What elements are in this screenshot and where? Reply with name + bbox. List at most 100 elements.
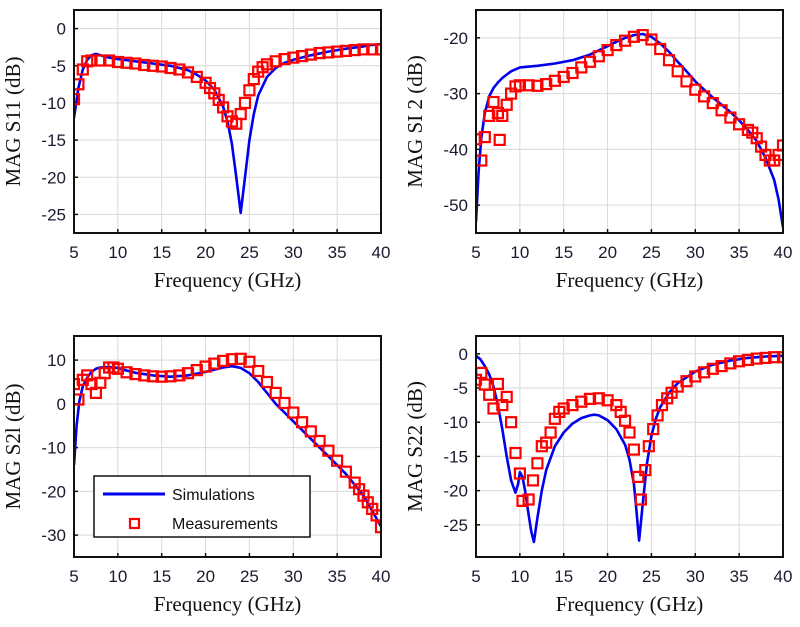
measurement-point — [531, 79, 544, 92]
measurement-point — [199, 360, 212, 373]
simulation-line — [74, 42, 381, 215]
measurement-point — [278, 396, 291, 410]
measurement-point — [208, 357, 221, 370]
x-tick-label: 40 — [372, 567, 391, 586]
plot-area — [74, 42, 381, 215]
y-tick-label: 0 — [57, 395, 66, 414]
measurement-point — [500, 98, 513, 111]
measurement-point — [634, 493, 648, 506]
x-tick-label: 5 — [471, 567, 480, 586]
measurement-point — [260, 58, 274, 71]
measurement-point — [85, 54, 98, 67]
measurement-point — [331, 454, 344, 467]
y-tick-label: -10 — [443, 413, 468, 432]
measurement-point — [478, 131, 491, 144]
measurement-point — [287, 406, 300, 419]
y-tick-label: -30 — [41, 526, 66, 545]
y-tick-label: -25 — [443, 516, 468, 535]
measurement-point — [662, 54, 676, 67]
measurement-point — [575, 395, 588, 408]
measurement-point — [181, 367, 195, 380]
y-tick-label: -20 — [41, 168, 66, 187]
x-tick-label: 40 — [774, 567, 793, 586]
x-tick-label: 15 — [554, 567, 573, 586]
y-tick-label: 0 — [459, 345, 468, 364]
x-tick-label: 15 — [152, 243, 171, 262]
y-tick-label: -20 — [443, 482, 468, 501]
subplot-s11: 5 10 15 20 25 30 35 40 0 -5 -10 -15 -20 -25 Frequency … — [1, 9, 390, 292]
measurement-point — [278, 52, 291, 66]
x-axis-label: Frequency (GHz) — [556, 592, 704, 616]
measurement-point — [526, 474, 540, 487]
x-tick-label: 40 — [774, 243, 793, 262]
measurement-point — [522, 79, 535, 92]
measurement-point — [509, 446, 522, 460]
measurement-point — [491, 377, 504, 390]
measurement-point — [706, 362, 719, 375]
measurement-point — [322, 444, 335, 457]
measurement-point — [173, 63, 186, 76]
subplot-s12: 5 10 15 20 25 30 35 40 -20 -30 -40 -50 Frequency (GH… — [403, 9, 793, 292]
y-tick-label: -20 — [41, 482, 66, 501]
measurement-point — [190, 364, 203, 377]
measurement-point — [339, 465, 352, 478]
x-tick-label: 25 — [240, 243, 259, 262]
measurement-point — [296, 416, 309, 429]
measurement-point — [776, 139, 783, 152]
y-tick-label: -5 — [453, 379, 468, 398]
measurement-point — [155, 370, 168, 383]
measurement-point — [138, 58, 151, 72]
measurement-point — [724, 111, 737, 124]
measurement-point — [627, 30, 641, 43]
measurement-point — [768, 351, 781, 364]
x-tick-label: 25 — [642, 567, 661, 586]
measurement-point — [260, 375, 274, 389]
subplot-s21: 5 10 15 20 25 30 35 40 10 0 -10 -20 -30 Frequency (GH… — [1, 335, 391, 616]
measurement-point — [500, 390, 513, 403]
x-tick-label: 25 — [240, 567, 259, 586]
measurement-point — [697, 90, 711, 103]
measurement-point — [287, 51, 300, 64]
measurement-point — [487, 95, 500, 109]
x-tick-label: 25 — [642, 243, 661, 262]
x-tick-label: 10 — [108, 243, 127, 262]
x-tick-label: 30 — [686, 567, 705, 586]
measurement-point — [304, 425, 317, 438]
plot-area — [476, 351, 783, 544]
measurement-point — [252, 364, 265, 378]
x-tick-label: 35 — [328, 567, 347, 586]
x-tick-label: 20 — [598, 243, 617, 262]
measurement-point — [234, 352, 247, 365]
subplot-s22: 5 10 15 20 25 30 35 40 0 -5 -10 -15 -20 -25 Frequency … — [403, 335, 793, 616]
x-tick-label: 35 — [730, 243, 749, 262]
measurement-point — [155, 60, 168, 73]
measurement-point — [173, 369, 186, 382]
measurement-point — [715, 104, 728, 117]
measurement-point — [639, 464, 652, 477]
measurement-point — [544, 426, 557, 439]
measurement-point — [776, 351, 783, 364]
measurement-point — [759, 351, 772, 364]
measurement-point — [476, 154, 488, 167]
legend-entry-label: Simulations — [172, 487, 255, 504]
y-axis-label: MAG S2l (dB) — [1, 383, 25, 509]
measurement-point — [243, 84, 256, 97]
measurement-point — [680, 75, 693, 88]
measurement-point — [370, 509, 381, 522]
y-tick-label: -20 — [443, 29, 468, 48]
measurement-point — [741, 353, 755, 366]
measurement-point — [111, 362, 125, 375]
measurement-point — [647, 423, 660, 436]
measurement-point — [357, 43, 370, 56]
measurement-point — [374, 521, 381, 534]
measurement-point — [269, 55, 282, 68]
measurement-point — [557, 402, 570, 415]
measurement-point — [138, 369, 151, 382]
measurement-point — [331, 45, 344, 58]
measurement-point — [243, 355, 256, 368]
measurement-point — [522, 493, 535, 506]
x-tick-label: 10 — [108, 567, 127, 586]
y-tick-label: -30 — [443, 85, 468, 104]
measurement-point — [750, 352, 763, 365]
x-axis-label: Frequency (GHz) — [154, 268, 302, 292]
